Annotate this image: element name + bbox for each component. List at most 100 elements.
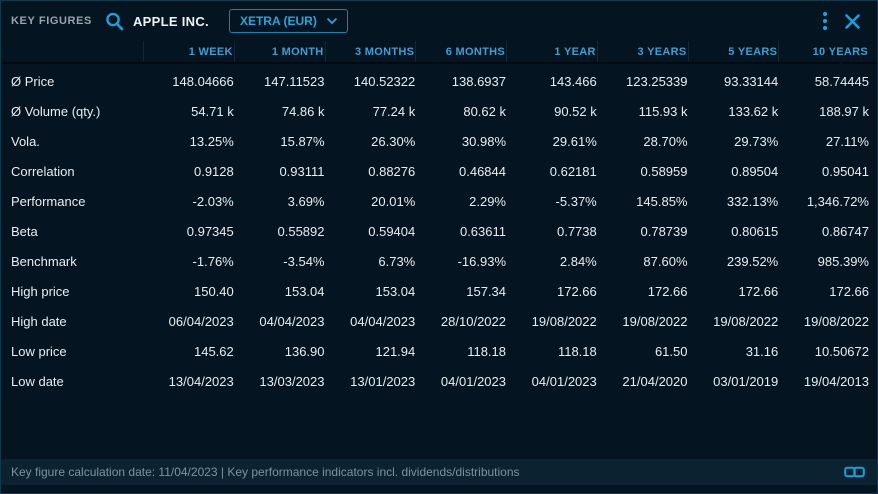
cell: 61.50 (597, 344, 688, 359)
cell: 0.9128 (143, 164, 234, 179)
cell: 153.04 (234, 284, 325, 299)
table-row: Correlation0.91280.931110.882760.468440.… (1, 156, 877, 186)
cell: -3.54% (234, 254, 325, 269)
table-row: Beta0.973450.558920.594040.636110.77380.… (1, 216, 877, 246)
cell: 93.33144 (688, 74, 779, 89)
link-button[interactable] (842, 464, 867, 480)
cell: 13/01/2023 (325, 374, 416, 389)
cell: 13.25% (143, 134, 234, 149)
column-header: 3 YEARS (597, 41, 688, 62)
menu-button[interactable] (820, 9, 830, 33)
cell: 147.11523 (234, 74, 325, 89)
row-label: Ø Price (11, 74, 143, 89)
cell: 0.97345 (143, 224, 234, 239)
cell: 172.66 (597, 284, 688, 299)
cell: 239.52% (688, 254, 779, 269)
cell: 0.89504 (688, 164, 779, 179)
table-row: Benchmark-1.76%-3.54%6.73%-16.93%2.84%87… (1, 246, 877, 276)
cell: 172.66 (506, 284, 597, 299)
cell: 0.55892 (234, 224, 325, 239)
cell: 04/04/2023 (234, 314, 325, 329)
cell: 0.62181 (506, 164, 597, 179)
cell: 80.62 k (415, 104, 506, 119)
cell: 0.58959 (597, 164, 688, 179)
row-label: Benchmark (11, 254, 143, 269)
search-icon[interactable] (102, 9, 127, 34)
exchange-select[interactable]: XETRA (EUR) (229, 9, 348, 33)
cell: 133.62 k (688, 104, 779, 119)
cell: 153.04 (325, 284, 416, 299)
cell: 2.29% (415, 194, 506, 209)
table-row: Vola.13.25%15.87%26.30%30.98%29.61%28.70… (1, 126, 877, 156)
cell: 3.69% (234, 194, 325, 209)
cell: 0.78739 (597, 224, 688, 239)
row-label: Performance (11, 194, 143, 209)
cell: 145.62 (143, 344, 234, 359)
cell: 157.34 (415, 284, 506, 299)
cell: 04/04/2023 (325, 314, 416, 329)
chevron-down-icon (326, 17, 338, 25)
table-row: High date06/04/202304/04/202304/04/20232… (1, 306, 877, 336)
cell: 31.16 (688, 344, 779, 359)
cell: 13/03/2023 (234, 374, 325, 389)
cell: 143.466 (506, 74, 597, 89)
cell: 04/01/2023 (506, 374, 597, 389)
cell: 10.50672 (778, 344, 869, 359)
cell: 28/10/2022 (415, 314, 506, 329)
cell: 0.88276 (325, 164, 416, 179)
column-header: 1 YEAR (506, 41, 597, 62)
header-row: 1 WEEK1 MONTH3 MONTHS6 MONTHS1 YEAR3 YEA… (1, 41, 877, 64)
row-label: Correlation (11, 164, 143, 179)
link-icon (844, 466, 865, 478)
cell: 30.98% (415, 134, 506, 149)
column-header: 3 MONTHS (325, 41, 416, 62)
instrument-name: APPLE INC. (133, 14, 209, 29)
cell: 188.97 k (778, 104, 869, 119)
cell: 20.01% (325, 194, 416, 209)
cell: 19/04/2013 (778, 374, 869, 389)
cell: 58.74445 (778, 74, 869, 89)
cell: 90.52 k (506, 104, 597, 119)
table-row: Ø Volume (qty.)54.71 k74.86 k77.24 k80.6… (1, 96, 877, 126)
cell: 19/08/2022 (778, 314, 869, 329)
cell: 121.94 (325, 344, 416, 359)
cell: 0.93111 (234, 164, 325, 179)
cell: 29.73% (688, 134, 779, 149)
cell: 0.7738 (506, 224, 597, 239)
key-figures-window: KEY FIGURES APPLE INC. XETRA (EUR) (0, 0, 878, 494)
close-button[interactable] (842, 11, 863, 32)
cell: 0.80615 (688, 224, 779, 239)
cell: 172.66 (688, 284, 779, 299)
row-label: Vola. (11, 134, 143, 149)
cell: 15.87% (234, 134, 325, 149)
cell: 172.66 (778, 284, 869, 299)
cell: 123.25339 (597, 74, 688, 89)
cell: 2.84% (506, 254, 597, 269)
cell: 140.52322 (325, 74, 416, 89)
row-label: High date (11, 314, 143, 329)
cell: 19/08/2022 (688, 314, 779, 329)
cell: 13/04/2023 (143, 374, 234, 389)
column-header: 1 MONTH (234, 41, 325, 62)
close-icon (844, 13, 861, 30)
exchange-select-value: XETRA (EUR) (240, 14, 317, 28)
cell: 0.59404 (325, 224, 416, 239)
titlebar-actions (820, 9, 863, 33)
cell: 04/01/2023 (415, 374, 506, 389)
row-label: Low price (11, 344, 143, 359)
row-label: Beta (11, 224, 143, 239)
cell: 21/04/2020 (597, 374, 688, 389)
cell: 0.63611 (415, 224, 506, 239)
cell: 87.60% (597, 254, 688, 269)
cell: 19/08/2022 (597, 314, 688, 329)
cell: 150.40 (143, 284, 234, 299)
cell: 28.70% (597, 134, 688, 149)
cell: -2.03% (143, 194, 234, 209)
column-header: 1 WEEK (143, 41, 234, 62)
cell: -5.37% (506, 194, 597, 209)
cell: 0.86747 (778, 224, 869, 239)
cell: 1,346.72% (778, 194, 869, 209)
cell: 0.46844 (415, 164, 506, 179)
window-title: KEY FIGURES (11, 15, 92, 27)
cell: 54.71 k (143, 104, 234, 119)
